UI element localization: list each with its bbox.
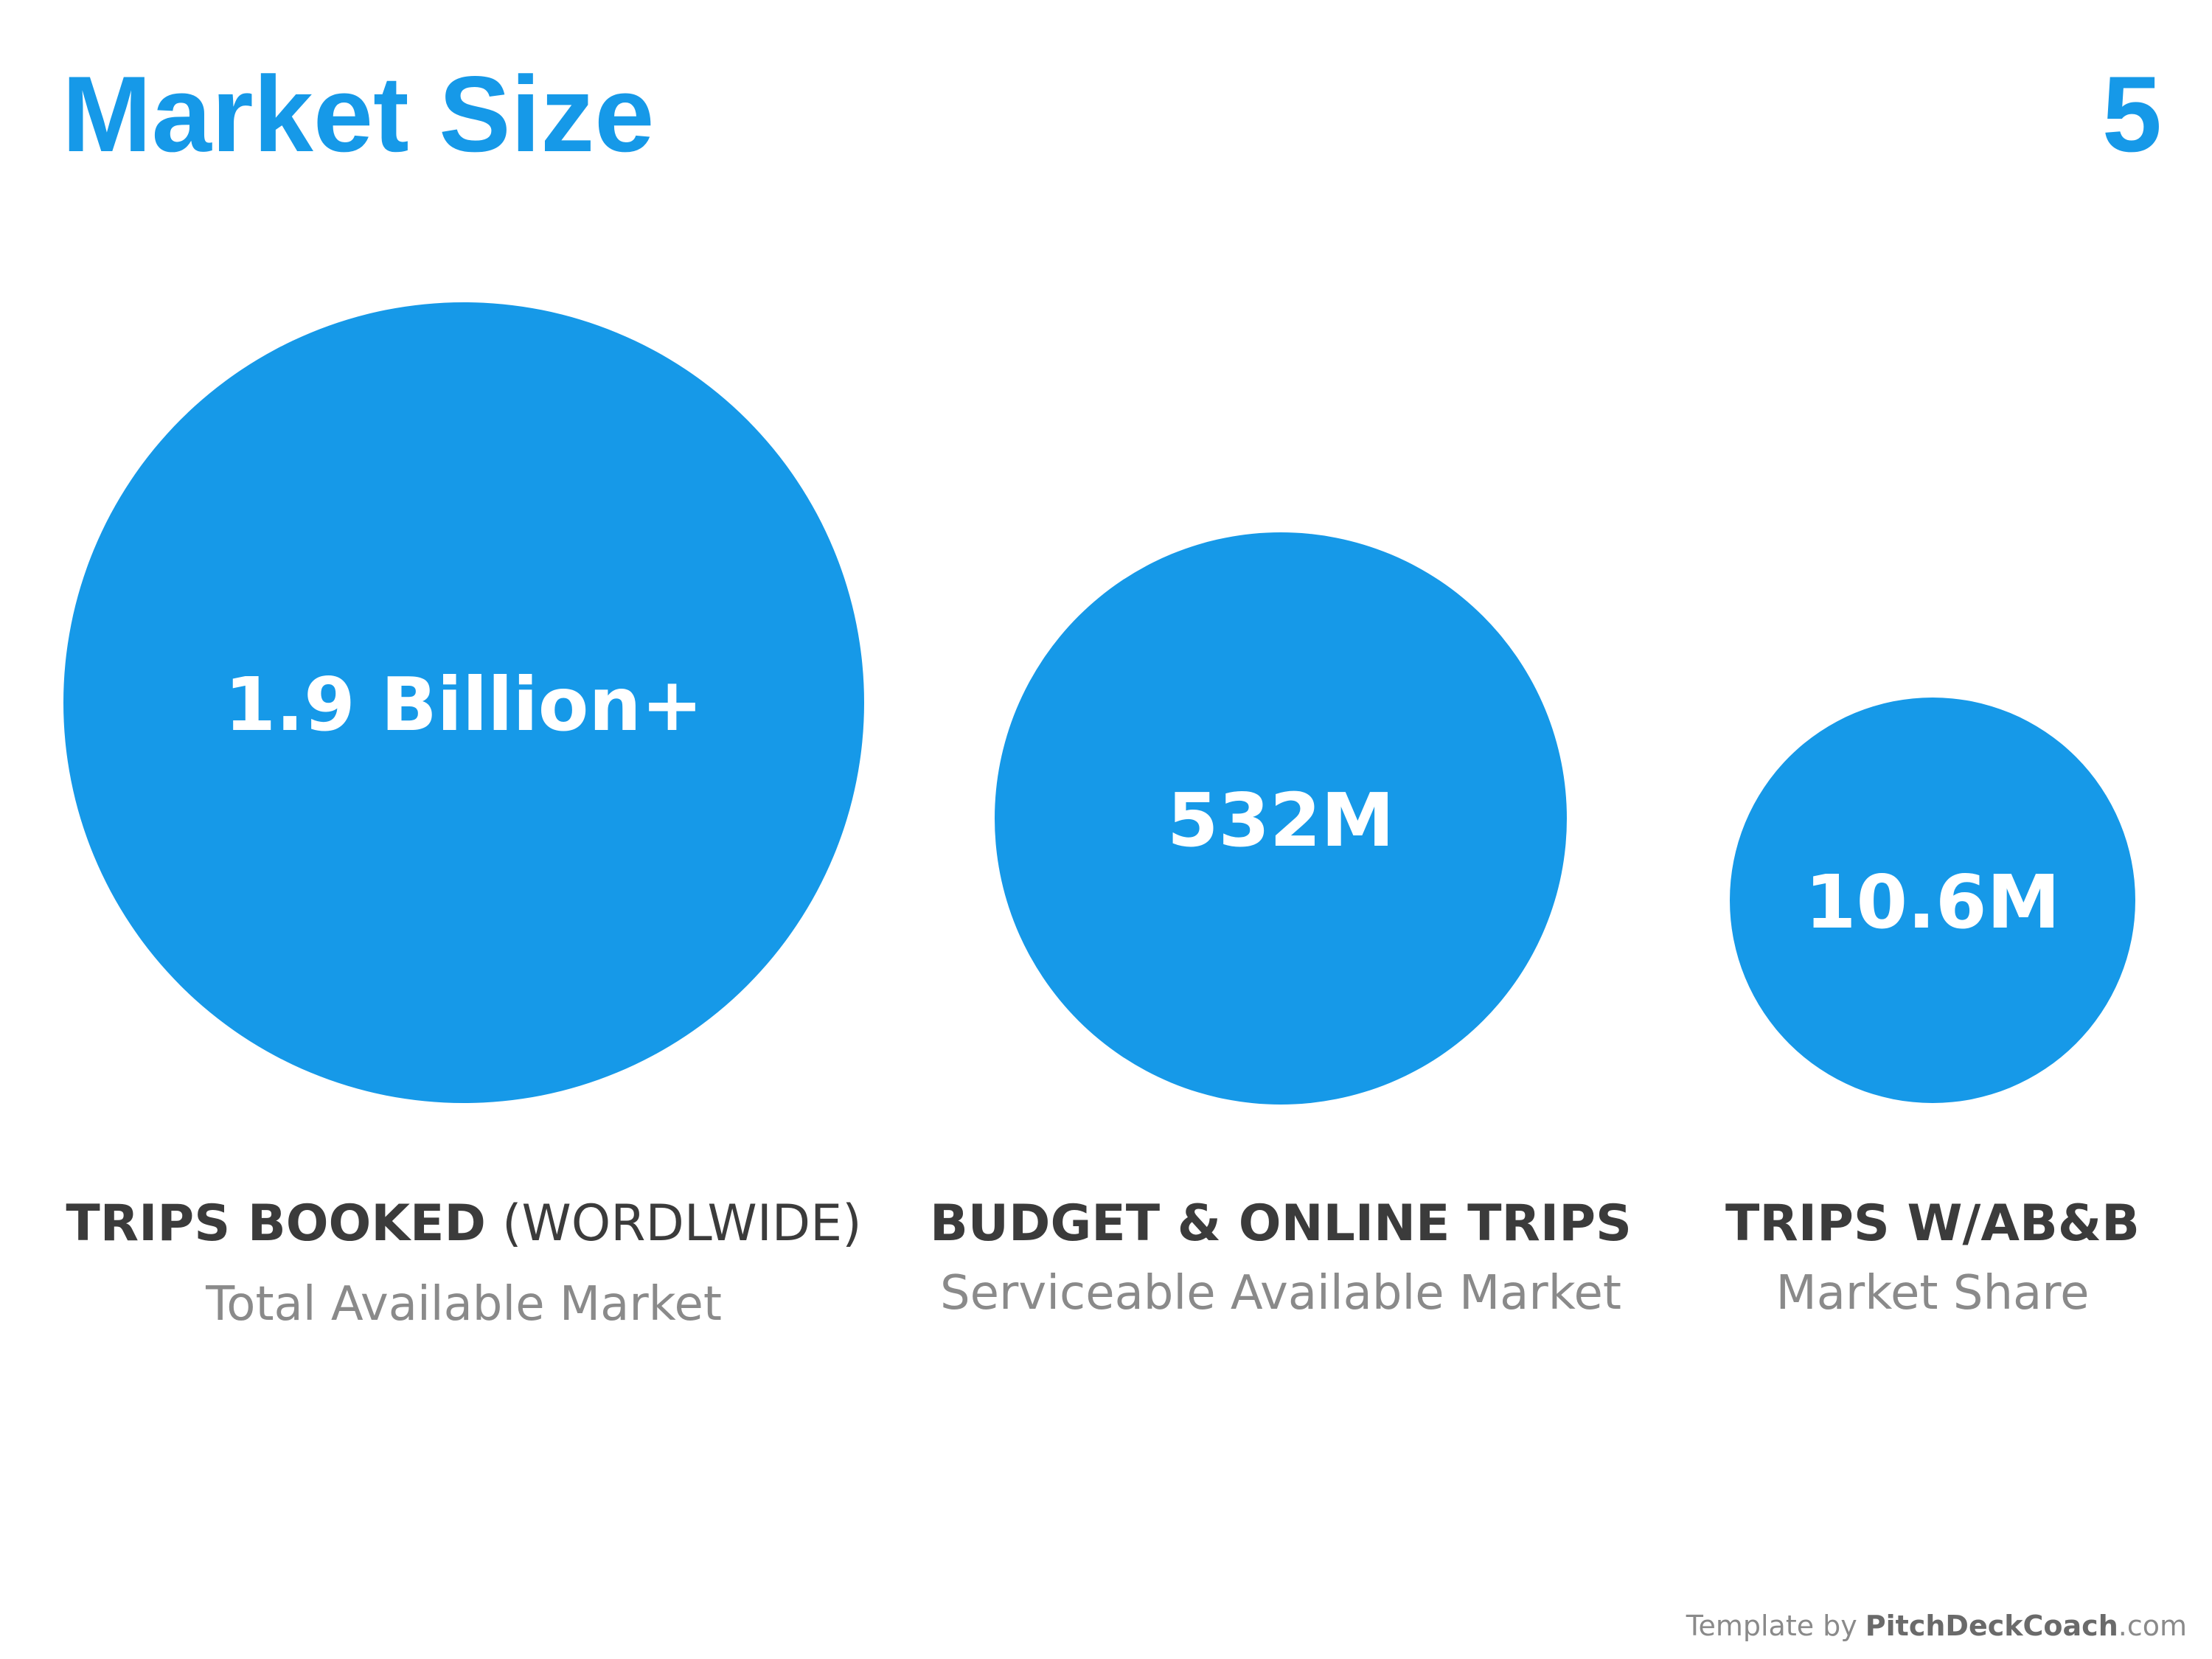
footer-brand: PitchDeckCoach: [1865, 1610, 2118, 1642]
circle-sublabel: Market Share: [1775, 1266, 2089, 1321]
label-bold: TRIPS BOOKED: [66, 1194, 486, 1253]
circle: [995, 532, 1567, 1105]
label-extra: (WORDLWIDE): [502, 1194, 862, 1253]
circle-label: BUDGET & ONLINE TRIPS: [930, 1194, 1632, 1253]
footer-prefix: Template by: [1686, 1610, 1857, 1642]
circle-value: 1.9 Billion+: [225, 661, 703, 748]
circle: [63, 302, 864, 1103]
circle-value: 10.6M: [1805, 859, 2060, 945]
circle-sublabel: Total Available Market: [205, 1277, 722, 1332]
circle-label: TRIPS BOOKED (WORDLWIDE): [66, 1194, 861, 1253]
circle: [1730, 698, 2135, 1103]
circle-value: 532M: [1167, 777, 1394, 863]
circle-label: TRIPS W/AB&B: [1725, 1194, 2140, 1253]
footer: Template by PitchDeckCoach.com: [1686, 1610, 2187, 1642]
title: Market Size: [62, 54, 654, 174]
page-number: 5: [2102, 54, 2162, 174]
circle-sublabel: Serviceable Available Market: [940, 1266, 1621, 1321]
footer-suffix: .com: [2118, 1610, 2187, 1642]
